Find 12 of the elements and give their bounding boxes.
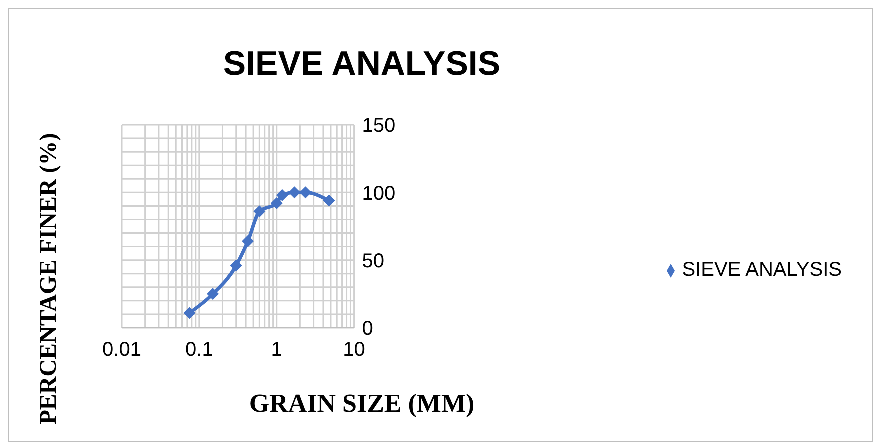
- legend-label: SIEVE ANALYSIS: [682, 259, 842, 281]
- y-tick-label: 150: [362, 115, 396, 138]
- y-tick-label: 100: [362, 182, 396, 205]
- y-tick-label: 0: [362, 318, 374, 340]
- x-tick-label: 0.1: [186, 339, 214, 362]
- y-axis-title: PERCENTAGE FINER (%): [35, 132, 63, 427]
- x-axis-title: GRAIN SIZE (MM): [248, 389, 476, 419]
- chart-title: SIEVE ANALYSIS: [222, 45, 502, 84]
- y-tick-label: 50: [362, 250, 385, 272]
- x-tick-label: 1: [271, 339, 282, 362]
- x-tick-label: 10: [343, 339, 366, 362]
- x-tick-label: 0.01: [102, 339, 142, 362]
